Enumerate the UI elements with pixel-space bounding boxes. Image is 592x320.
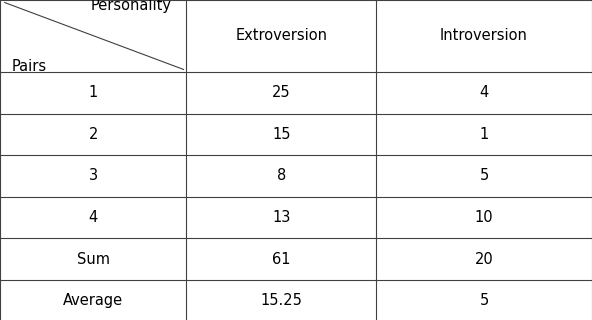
Text: 10: 10 (475, 210, 493, 225)
Text: Average: Average (63, 293, 123, 308)
Text: 20: 20 (475, 252, 493, 267)
Text: Sum: Sum (77, 252, 110, 267)
Text: Extroversion: Extroversion (235, 28, 327, 44)
Text: Introversion: Introversion (440, 28, 528, 44)
Text: 3: 3 (89, 169, 98, 183)
Text: 8: 8 (276, 169, 286, 183)
Text: 2: 2 (89, 127, 98, 142)
Text: 15: 15 (272, 127, 291, 142)
Text: 1: 1 (89, 85, 98, 100)
Text: 4: 4 (89, 210, 98, 225)
Text: Pairs: Pairs (12, 59, 47, 74)
Text: 15.25: 15.25 (260, 293, 302, 308)
Text: 25: 25 (272, 85, 291, 100)
Text: 5: 5 (480, 293, 488, 308)
Text: 13: 13 (272, 210, 291, 225)
Text: Personality: Personality (91, 0, 172, 13)
Text: 5: 5 (480, 169, 488, 183)
Text: 4: 4 (480, 85, 488, 100)
Text: 61: 61 (272, 252, 291, 267)
Text: 1: 1 (480, 127, 488, 142)
